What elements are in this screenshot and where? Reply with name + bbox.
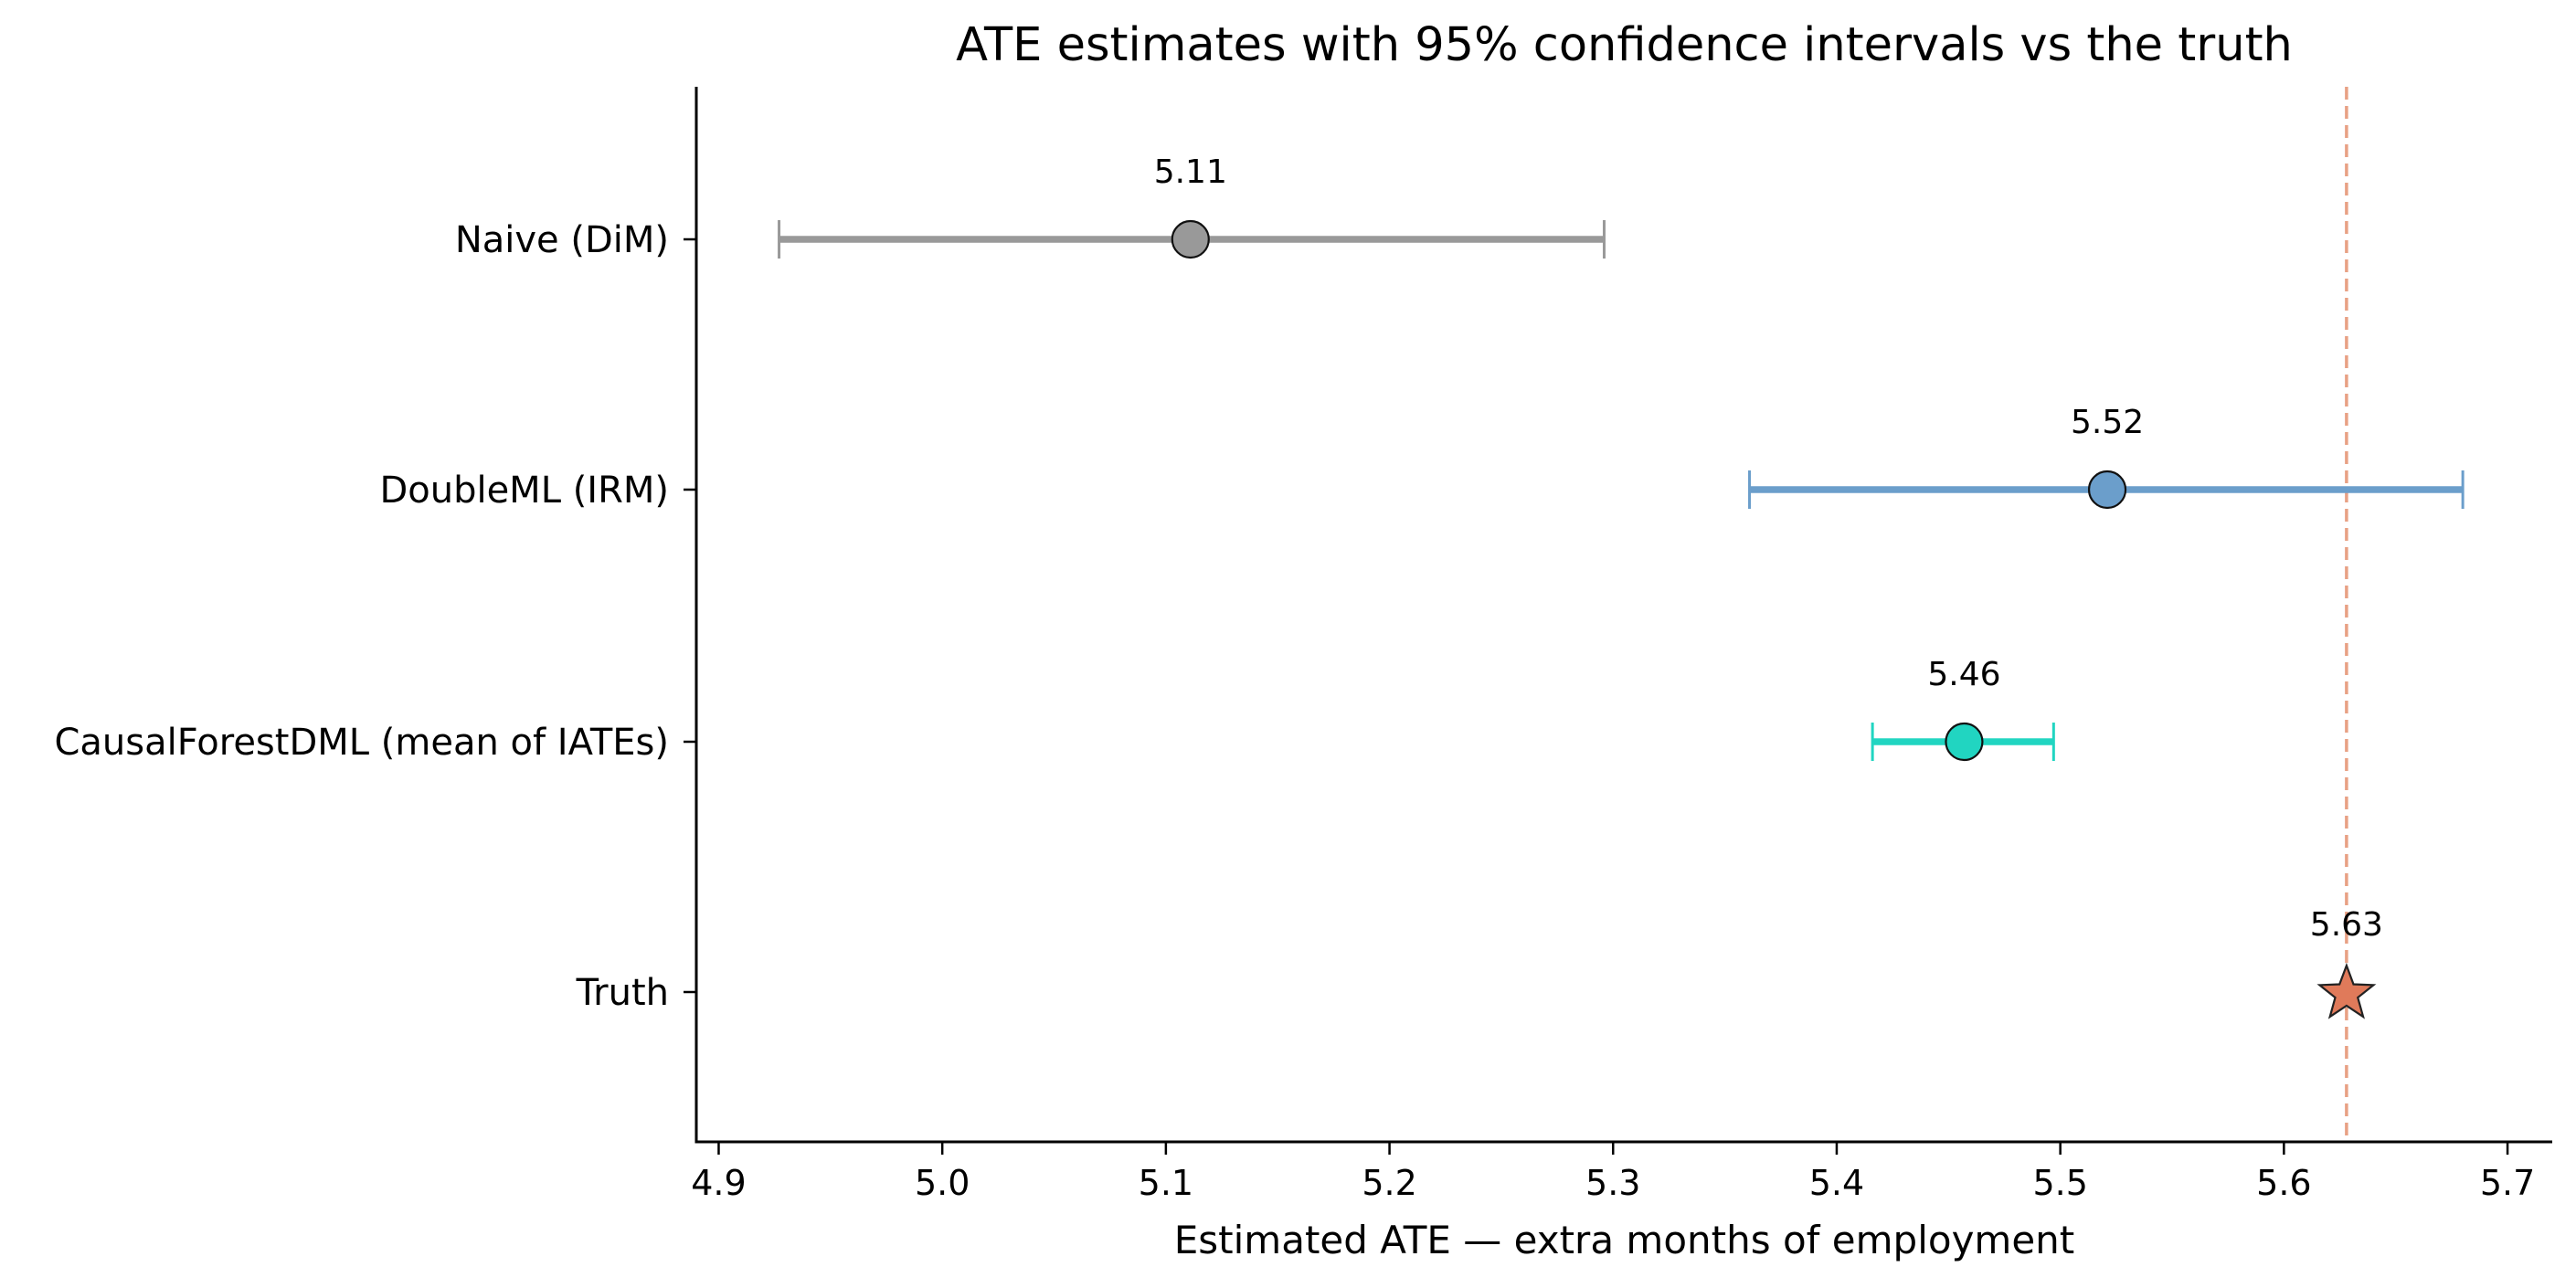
estimate-row	[1748, 470, 2465, 510]
estimate-row	[778, 219, 1606, 259]
value-label: 5.52	[2071, 404, 2144, 441]
x-tick-label: 5.6	[2256, 1163, 2311, 1203]
y-tick-marks	[684, 238, 696, 994]
value-label: 5.11	[1154, 153, 1227, 191]
estimates-group	[778, 219, 2465, 1019]
y-tick-label: Truth	[576, 972, 669, 1014]
x-tick-label: 4.9	[691, 1163, 746, 1203]
axes	[694, 87, 2552, 1144]
truth-star-marker	[2316, 962, 2377, 1019]
chart-title: ATE estimates with 95% confidence interv…	[956, 18, 2293, 72]
y-tick-label: DoubleML (IRM)	[379, 470, 669, 512]
x-tick-label: 5.1	[1139, 1163, 1193, 1203]
y-tick-label: Naive (DiM)	[455, 219, 669, 261]
x-tick-label: 5.3	[1585, 1163, 1640, 1203]
x-tick-label: 5.2	[1362, 1163, 1416, 1203]
point-estimate-marker	[1171, 219, 1210, 259]
x-axis-label: Estimated ATE — extra months of employme…	[1174, 1218, 2075, 1262]
y-tick-label: CausalForestDML (mean of IATEs)	[54, 722, 669, 764]
x-tick-label: 5.0	[915, 1163, 970, 1203]
value-label: 5.63	[2310, 906, 2383, 944]
x-tick-marks	[717, 1142, 2509, 1155]
estimate-row	[1871, 722, 2055, 762]
point-estimate-marker	[2087, 470, 2127, 510]
x-tick-label: 5.4	[1809, 1163, 1864, 1203]
x-tick-label: 5.5	[2032, 1163, 2087, 1203]
labels: ATE estimates with 95% confidence interv…	[54, 18, 2535, 1262]
value-label: 5.46	[1927, 656, 2000, 693]
x-tick-label: 5.7	[2480, 1163, 2535, 1203]
point-estimate-marker	[1945, 722, 1984, 762]
estimate-row	[2316, 962, 2377, 1019]
